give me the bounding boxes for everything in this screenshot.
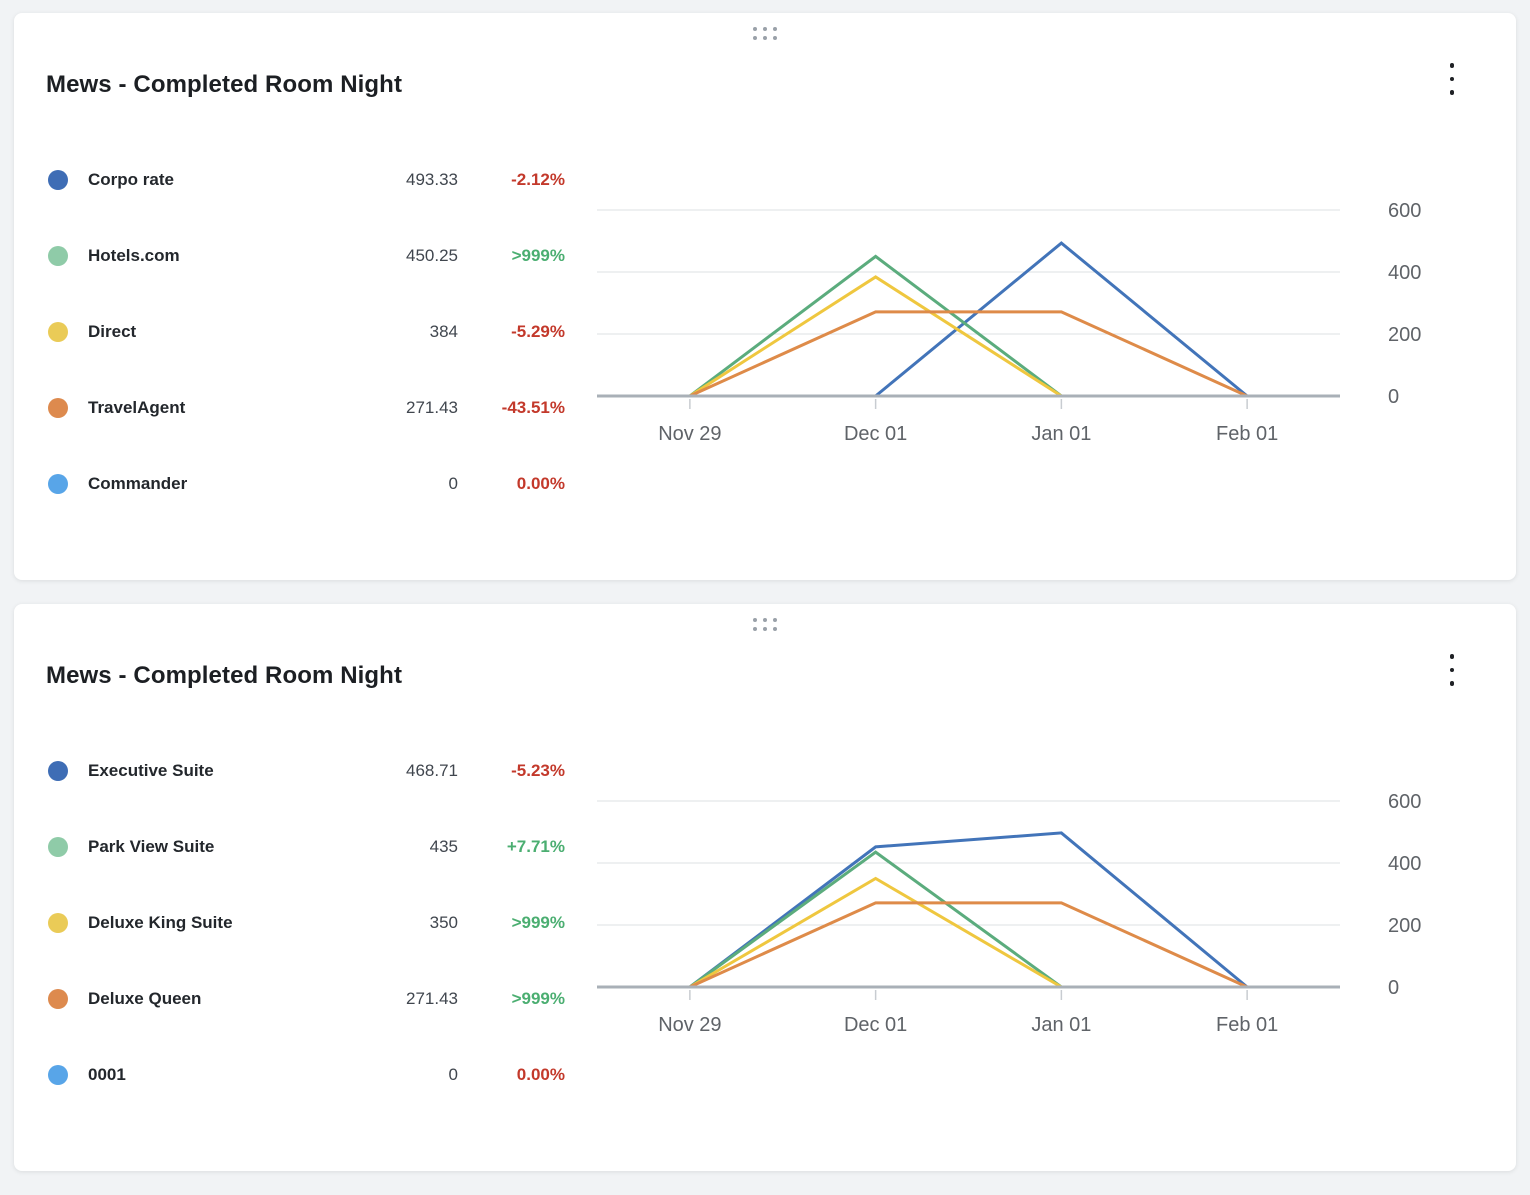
series-color-dot [48,913,68,933]
svg-text:Jan 01: Jan 01 [1031,423,1091,445]
drag-handle-icon[interactable] [753,618,777,631]
series-value: 384 [429,322,458,341]
series-label: TravelAgent [88,398,186,417]
kebab-menu-icon[interactable] [1443,58,1461,100]
legend-item[interactable]: Deluxe Queen 271.43 >999% [48,961,565,1037]
series-color-dot [48,989,68,1009]
svg-text:200: 200 [1388,324,1421,346]
series-label: Direct [88,322,137,341]
legend-item[interactable]: Commander 0 0.00% [48,446,565,522]
svg-text:Nov 29: Nov 29 [658,1014,721,1036]
legend-item[interactable]: 0001 0 0.00% [48,1037,565,1113]
series-change-percent: +7.71% [506,837,565,856]
series-change-percent: -5.29% [511,322,565,341]
series-color-dot [48,170,68,190]
series-color-dot [48,837,68,857]
series-label: Deluxe Queen [88,989,202,1008]
svg-text:Dec 01: Dec 01 [844,423,907,445]
widget-title: Mews - Completed Room Night [46,71,403,98]
series-change-percent: -5.23% [511,761,565,780]
series-label: Commander [88,474,188,493]
series-label: 0001 [88,1065,126,1084]
series-label: Deluxe King Suite [88,913,233,932]
series-change-percent: >999% [511,246,565,265]
series-label: Corpo rate [88,170,174,189]
svg-text:600: 600 [1388,200,1421,222]
line-chart: Nov 29 Dec 01 Jan 01 Feb 01 600 400 200 0 [597,200,1421,445]
series-color-dot [48,761,68,781]
series-value: 450.25 [406,246,458,265]
series-color-dot [48,1065,68,1085]
svg-text:Nov 29: Nov 29 [658,423,721,445]
legend-item[interactable]: Park View Suite 435 +7.71% [48,809,565,885]
widget-card-room-night-by-room-type: Mews - Completed Room Night Executive Su… [14,604,1516,1171]
series-legend-list: Executive Suite 468.71 -5.23% Park View … [48,733,565,1113]
svg-text:400: 400 [1388,853,1421,875]
series-change-percent: >999% [511,989,565,1008]
series-legend-list: Corpo rate 493.33 -2.12% Hotels.com 450.… [48,142,565,522]
svg-text:200: 200 [1388,915,1421,937]
widget-card-room-night-by-channel: Mews - Completed Room Night Corpo rate 4… [14,13,1516,580]
series-label: Hotels.com [88,246,180,265]
svg-text:Jan 01: Jan 01 [1031,1014,1091,1036]
svg-text:0: 0 [1388,386,1399,408]
legend-item[interactable]: Direct 384 -5.29% [48,294,565,370]
svg-text:600: 600 [1388,791,1421,813]
series-color-dot [48,322,68,342]
series-value: 493.33 [406,170,458,189]
series-color-dot [48,246,68,266]
series-value: 271.43 [406,989,458,1008]
svg-text:Feb 01: Feb 01 [1216,1014,1278,1036]
kebab-menu-icon[interactable] [1443,649,1461,691]
svg-text:Feb 01: Feb 01 [1216,423,1278,445]
series-label: Park View Suite [88,837,215,856]
series-label: Executive Suite [88,761,214,780]
series-value: 435 [429,837,458,856]
series-color-dot [48,398,68,418]
legend-item[interactable]: Hotels.com 450.25 >999% [48,218,565,294]
drag-handle-icon[interactable] [753,27,777,40]
series-value: 0 [448,474,458,493]
legend-item[interactable]: Executive Suite 468.71 -5.23% [48,733,565,809]
series-color-dot [48,474,68,494]
series-value: 350 [429,913,458,932]
widget-title: Mews - Completed Room Night [46,662,403,689]
svg-text:0: 0 [1388,977,1399,999]
svg-text:400: 400 [1388,262,1421,284]
series-change-percent: -2.12% [511,170,565,189]
legend-item[interactable]: TravelAgent 271.43 -43.51% [48,370,565,446]
series-change-percent: -43.51% [501,398,565,417]
legend-item[interactable]: Deluxe King Suite 350 >999% [48,885,565,961]
line-chart: Nov 29 Dec 01 Jan 01 Feb 01 600 400 200 0 [597,791,1421,1036]
series-change-percent: 0.00% [516,474,565,493]
series-value: 0 [448,1065,458,1084]
series-change-percent: 0.00% [516,1065,565,1084]
series-value: 271.43 [406,398,458,417]
legend-item[interactable]: Corpo rate 493.33 -2.12% [48,142,565,218]
series-change-percent: >999% [511,913,565,932]
svg-text:Dec 01: Dec 01 [844,1014,907,1036]
series-value: 468.71 [406,761,458,780]
